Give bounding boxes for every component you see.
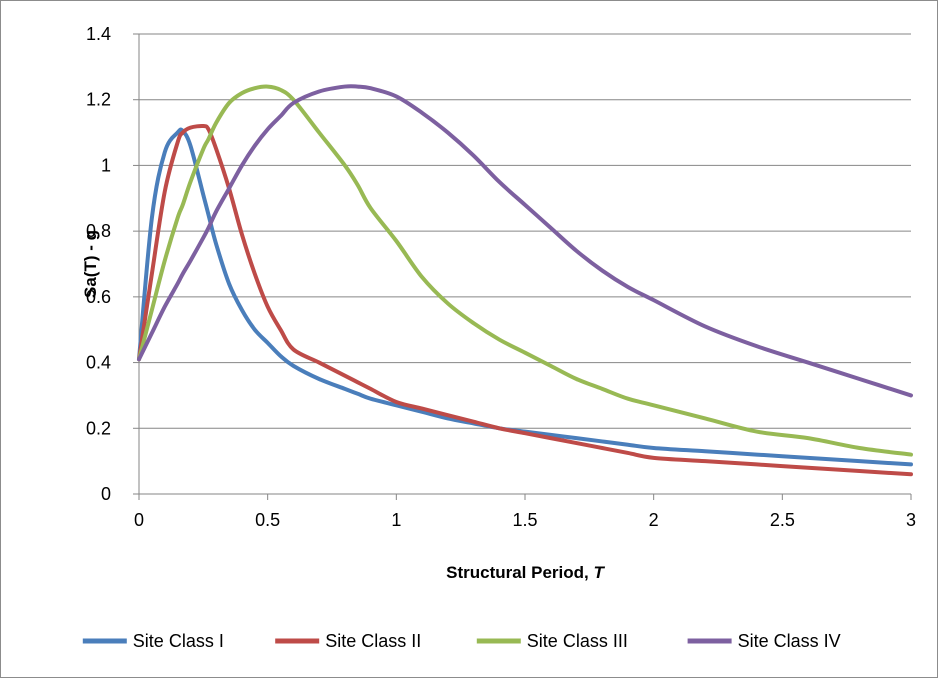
y-tick-label: 0.6 — [86, 287, 111, 307]
y-tick-label: 0.8 — [86, 221, 111, 241]
x-axis-title: Structural Period, T — [446, 563, 605, 582]
y-tick-label: 0 — [101, 484, 111, 504]
series-line-site-class-ii — [137, 123, 913, 477]
grid-layer — [139, 33, 911, 429]
series-layer — [137, 84, 913, 477]
axes-layer — [133, 33, 912, 500]
x-tick-label: 2 — [649, 510, 659, 530]
x-tick-label: 0.5 — [255, 510, 280, 530]
y-axis-title: Sa(T) - g — [81, 230, 100, 298]
series-line-site-class-i — [137, 127, 913, 467]
x-tick-label: 3 — [906, 510, 916, 530]
legend-label: Site Class I — [133, 631, 224, 651]
x-tick-label: 1.5 — [512, 510, 537, 530]
y-tick-label: 1.4 — [86, 24, 111, 44]
x-axis-title-variable: T — [593, 563, 605, 582]
x-tick-label: 1 — [391, 510, 401, 530]
y-tick-label: 1 — [101, 155, 111, 175]
y-tick-label: 1.2 — [86, 90, 111, 110]
legend-item-site-class-iii: Site Class III — [476, 631, 628, 651]
series-line-site-class-iv — [137, 84, 913, 398]
legend-item-site-class-iv: Site Class IV — [687, 631, 841, 651]
y-tick-label: 0.2 — [86, 418, 111, 438]
legend-label: Site Class III — [527, 631, 628, 651]
x-axis-title-text: Structural Period, — [446, 563, 593, 582]
legend: Site Class I Site Class II Site Class III S… — [82, 631, 841, 651]
series-line-site-class-iii — [137, 84, 913, 457]
legend-label: Site Class IV — [738, 631, 841, 651]
legend-item-site-class-ii: Site Class II — [275, 631, 421, 651]
y-tick-label: 0.4 — [86, 353, 111, 373]
tick-labels: 0 0.2 0.4 0.6 0.8 1 1.2 1.4 0 0.5 1 1.5 2 2.5 3 — [86, 24, 916, 530]
x-tick-label: 0 — [134, 510, 144, 530]
x-tick-label: 2.5 — [770, 510, 795, 530]
legend-item-site-class-i: Site Class I — [82, 631, 224, 651]
legend-label: Site Class II — [325, 631, 421, 651]
